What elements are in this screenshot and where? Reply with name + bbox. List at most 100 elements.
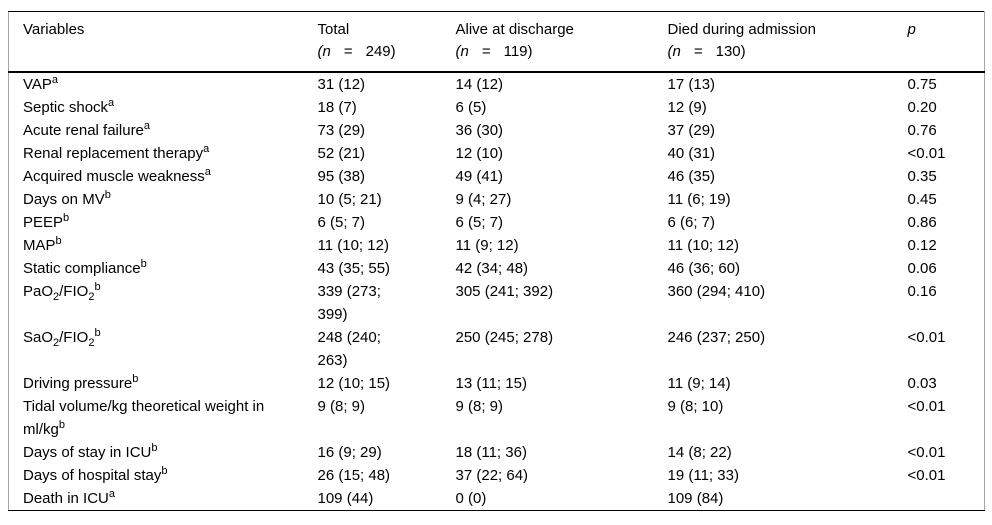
cell-p-value: 0.03 — [907, 375, 937, 392]
cell-total: 248 (240; 263) — [317, 329, 381, 369]
cell-alive-at-discharge: 11 (9; 12) — [455, 237, 519, 254]
cell-variable: SaO2/FIO2b — [23, 327, 101, 349]
cell-died-during-admission: 12 (9) — [667, 99, 707, 116]
cell-total: 26 (15; 48) — [317, 467, 391, 484]
column-header-died-during-admission: Died during admission (n = 130) — [668, 12, 908, 73]
cell-p-value: <0.01 — [907, 145, 946, 162]
cell-alive-at-discharge: 12 (10) — [455, 145, 504, 162]
cell-variable: Tidal volume/kg theoretical weight in ml… — [23, 398, 265, 438]
cell-alive-at-discharge: 6 (5; 7) — [455, 214, 504, 231]
cell-variable: PaO2/FIO2b — [23, 281, 101, 303]
cell-died-during-admission: 109 (84) — [667, 490, 724, 507]
cell-total: 52 (21) — [317, 145, 366, 162]
cell-p-value: <0.01 — [907, 467, 946, 484]
table-row: Days of stay in ICUb 16 (9; 29) 18 (11; 36… — [9, 441, 985, 464]
table-row: Acute renal failurea 73 (29) 36 (30) 37 (29… — [9, 119, 985, 142]
outcomes-table: Variables Total (n = 249) Alive at dischar… — [8, 11, 985, 511]
cell-p-value: 0.75 — [907, 76, 937, 93]
cell-total: 339 (273; 399) — [317, 283, 381, 323]
table-row: Driving pressureb 12 (10; 15) 13 (11; 15) 1… — [9, 372, 985, 395]
cell-alive-at-discharge: 49 (41) — [455, 168, 504, 185]
table-row: SaO2/FIO2b 248 (240; 263) 250 (245; 278) 24… — [9, 326, 985, 372]
cell-total: 18 (7) — [317, 99, 357, 116]
cell-died-during-admission: 46 (35) — [667, 168, 716, 185]
cell-variable: Static complianceb — [23, 258, 147, 278]
cell-total: 10 (5; 21) — [317, 191, 382, 208]
table-row: Septic shocka 18 (7) 6 (5) 12 (9) 0.20 — [9, 96, 985, 119]
cell-variable: Acquired muscle weaknessa — [23, 166, 211, 186]
column-label: Alive at discharge — [455, 21, 574, 38]
cell-total: 95 (38) — [317, 168, 366, 185]
cell-p-value: <0.01 — [907, 398, 946, 415]
column-header-alive-at-discharge: Alive at discharge (n = 119) — [456, 12, 668, 73]
column-label: Variables — [23, 21, 85, 38]
cell-variable: MAPb — [23, 235, 62, 255]
cell-variable: Death in ICUa — [23, 488, 115, 508]
table-row: MAPb 11 (10; 12) 11 (9; 12) 11 (10; 12) 0.12 — [9, 234, 985, 257]
column-label: p — [907, 21, 916, 38]
table-row: PEEPb 6 (5; 7) 6 (5; 7) 6 (6; 7) 0.86 — [9, 211, 985, 234]
n-count: (n = 130) — [667, 43, 746, 60]
cell-alive-at-discharge: 250 (245; 278) — [455, 329, 554, 346]
column-label: Total — [317, 21, 350, 38]
cell-alive-at-discharge: 14 (12) — [455, 76, 504, 93]
cell-total: 12 (10; 15) — [317, 375, 391, 392]
column-header-variables: Variables — [9, 12, 318, 73]
n-count: (n = 249) — [317, 43, 396, 60]
cell-alive-at-discharge: 42 (34; 48) — [455, 260, 529, 277]
table-row: Death in ICUa 109 (44) 0 (0) 109 (84) — [9, 487, 985, 511]
table-body: VAPa 31 (12) 14 (12) 17 (13) 0.75 Septic shoc… — [9, 72, 985, 511]
cell-alive-at-discharge: 13 (11; 15) — [455, 375, 527, 392]
cell-died-during-admission: 360 (294; 410) — [667, 283, 766, 300]
cell-alive-at-discharge: 36 (30) — [455, 122, 504, 139]
table-row: Tidal volume/kg theoretical weight in ml… — [9, 395, 985, 441]
cell-died-during-admission: 11 (6; 19) — [667, 191, 731, 208]
cell-variable: Septic shocka — [23, 97, 115, 117]
cell-died-during-admission: 9 (8; 10) — [667, 398, 724, 415]
cell-died-during-admission: 246 (237; 250) — [667, 329, 766, 346]
table-header: Variables Total (n = 249) Alive at dischar… — [8, 12, 985, 73]
cell-p-value: <0.01 — [907, 329, 946, 346]
cell-variable: PEEPb — [23, 212, 70, 232]
cell-died-during-admission: 19 (11; 33) — [667, 467, 739, 484]
cell-p-value: <0.01 — [907, 444, 946, 461]
cell-alive-at-discharge: 37 (22; 64) — [455, 467, 529, 484]
cell-alive-at-discharge: 0 (0) — [455, 490, 487, 507]
column-header-total: Total (n = 249) — [318, 12, 456, 73]
cell-died-during-admission: 11 (10; 12) — [667, 237, 739, 254]
cell-total: 109 (44) — [317, 490, 374, 507]
table-row: Days of hospital stayb 26 (15; 48) 37 (22;… — [9, 464, 985, 487]
table-row: Static complianceb 43 (35; 55) 42 (34; 48)… — [9, 257, 985, 280]
cell-p-value: 0.06 — [907, 260, 937, 277]
cell-total: 6 (5; 7) — [317, 214, 366, 231]
cell-p-value: 0.12 — [907, 237, 937, 254]
column-label: Died during admission — [667, 21, 816, 38]
cell-alive-at-discharge: 6 (5) — [455, 99, 487, 116]
cell-died-during-admission: 17 (13) — [667, 76, 716, 93]
cell-died-during-admission: 6 (6; 7) — [667, 214, 716, 231]
cell-variable: Driving pressureb — [23, 373, 139, 393]
cell-total: 11 (10; 12) — [317, 237, 389, 254]
column-header-p-value: p — [908, 12, 985, 73]
cell-total: 73 (29) — [317, 122, 366, 139]
cell-p-value: 0.16 — [907, 283, 937, 300]
table-row: Days on MVb 10 (5; 21) 9 (4; 27) 11 (6; 19)… — [9, 188, 985, 211]
cell-variable: VAPa — [23, 74, 59, 94]
cell-died-during-admission: 14 (8; 22) — [667, 444, 732, 461]
cell-p-value — [908, 487, 985, 511]
cell-variable: Days of stay in ICUb — [23, 442, 158, 462]
cell-alive-at-discharge: 9 (4; 27) — [455, 191, 512, 208]
table-row: Renal replacement therapya 52 (21) 12 (10)… — [9, 142, 985, 165]
cell-alive-at-discharge: 18 (11; 36) — [455, 444, 527, 461]
cell-died-during-admission: 40 (31) — [667, 145, 716, 162]
table-row: Acquired muscle weaknessa 95 (38) 49 (41) 4… — [9, 165, 985, 188]
cell-p-value: 0.86 — [907, 214, 937, 231]
cell-variable: Days of hospital stayb — [23, 465, 168, 485]
cell-alive-at-discharge: 305 (241; 392) — [455, 283, 554, 300]
cell-total: 31 (12) — [317, 76, 366, 93]
n-count: (n = 119) — [455, 43, 533, 60]
cell-p-value: 0.76 — [907, 122, 937, 139]
cell-variable: Renal replacement therapya — [23, 143, 210, 163]
cell-died-during-admission: 46 (36; 60) — [667, 260, 741, 277]
cell-variable: Acute renal failurea — [23, 120, 151, 140]
